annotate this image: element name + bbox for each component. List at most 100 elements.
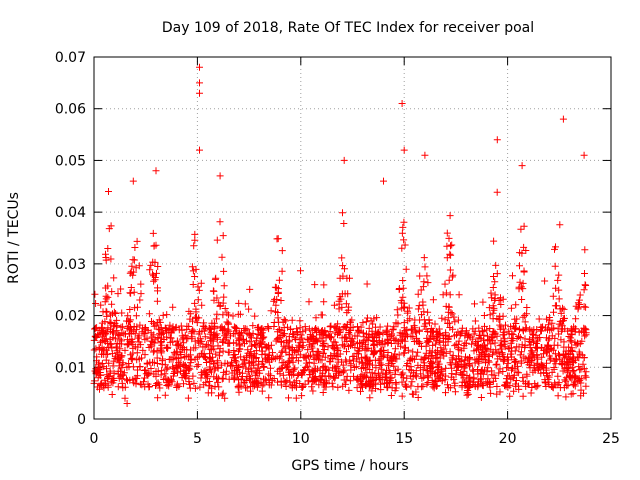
- data-point: [279, 371, 287, 379]
- data-point: [419, 283, 427, 291]
- data-point: [554, 372, 562, 380]
- data-point: [213, 294, 221, 302]
- data-point: [438, 348, 446, 356]
- data-point: [335, 300, 343, 308]
- data-point: [422, 366, 430, 374]
- data-point: [448, 354, 456, 362]
- data-point: [579, 360, 587, 368]
- data-point: [412, 352, 420, 360]
- data-point: [289, 330, 297, 338]
- data-point: [437, 344, 445, 352]
- data-point: [249, 322, 257, 330]
- data-point: [133, 375, 141, 382]
- data-point: [458, 370, 466, 378]
- data-point: [530, 326, 538, 334]
- data-point: [550, 324, 558, 332]
- data-point: [281, 344, 289, 352]
- data-point: [349, 353, 357, 360]
- data-point: [194, 296, 202, 304]
- data-point: [398, 304, 406, 312]
- data-point: [503, 364, 511, 372]
- data-point: [350, 364, 358, 371]
- data-point: [349, 323, 357, 331]
- data-point: [153, 354, 161, 362]
- data-point: [343, 320, 351, 328]
- data-point: [553, 302, 560, 310]
- data-point: [289, 354, 297, 362]
- data-point: [191, 273, 199, 280]
- data-point: [219, 311, 227, 319]
- data-point: [98, 379, 106, 387]
- data-point: [549, 292, 557, 300]
- data-point: [534, 355, 542, 363]
- data-point: [556, 384, 564, 392]
- data-point: [158, 360, 166, 368]
- data-point: [469, 367, 477, 375]
- data-point: [462, 329, 470, 337]
- data-point: [426, 319, 433, 327]
- data-point: [441, 280, 449, 288]
- data-point: [319, 342, 327, 350]
- data-point: [402, 330, 410, 338]
- data-point: [395, 285, 403, 292]
- data-point: [533, 383, 541, 391]
- data-point: [166, 321, 174, 329]
- data-point: [272, 308, 279, 316]
- data-point: [424, 371, 432, 379]
- data-point: [335, 371, 343, 379]
- data-point: [236, 342, 244, 350]
- data-point: [304, 362, 312, 370]
- data-point: [450, 375, 458, 383]
- data-point: [252, 377, 260, 385]
- data-point: [106, 318, 114, 326]
- data-point: [129, 177, 137, 185]
- data-point: [275, 318, 283, 326]
- data-point: [360, 333, 368, 341]
- data-point: [475, 324, 483, 332]
- data-point: [564, 381, 572, 389]
- data-point: [234, 383, 242, 390]
- data-point: [400, 349, 408, 357]
- data-point: [214, 357, 222, 365]
- data-point: [210, 331, 217, 339]
- data-point: [308, 383, 316, 391]
- data-point: [192, 313, 199, 321]
- data-point: [373, 314, 381, 322]
- data-point: [108, 300, 116, 308]
- data-point: [442, 341, 450, 349]
- y-tick-label: 0.01: [55, 360, 86, 376]
- data-point: [223, 329, 231, 337]
- data-point: [348, 316, 356, 324]
- data-point: [432, 340, 440, 348]
- data-point: [425, 352, 433, 360]
- data-point: [150, 359, 158, 367]
- data-point: [200, 319, 208, 327]
- data-point: [495, 315, 503, 323]
- data-point: [184, 394, 192, 402]
- data-point: [278, 267, 286, 275]
- data-point: [493, 188, 501, 196]
- data-point: [123, 341, 131, 349]
- data-point: [442, 372, 450, 380]
- data-point: [443, 229, 451, 237]
- data-point: [387, 340, 395, 347]
- data-point: [135, 262, 143, 270]
- data-point: [427, 368, 435, 376]
- data-point: [182, 352, 190, 360]
- data-point: [347, 337, 355, 345]
- data-point: [399, 277, 407, 284]
- data-point: [487, 340, 495, 348]
- data-point: [491, 278, 499, 286]
- data-point: [318, 327, 325, 335]
- data-point: [149, 348, 157, 356]
- data-point: [542, 383, 550, 390]
- data-point: [394, 365, 402, 373]
- data-point: [501, 382, 508, 390]
- data-point: [355, 327, 363, 335]
- data-point: [230, 323, 238, 331]
- data-point: [479, 370, 487, 378]
- data-point: [287, 325, 295, 333]
- data-point: [474, 341, 482, 349]
- data-point: [214, 378, 222, 386]
- data-point: [121, 346, 129, 354]
